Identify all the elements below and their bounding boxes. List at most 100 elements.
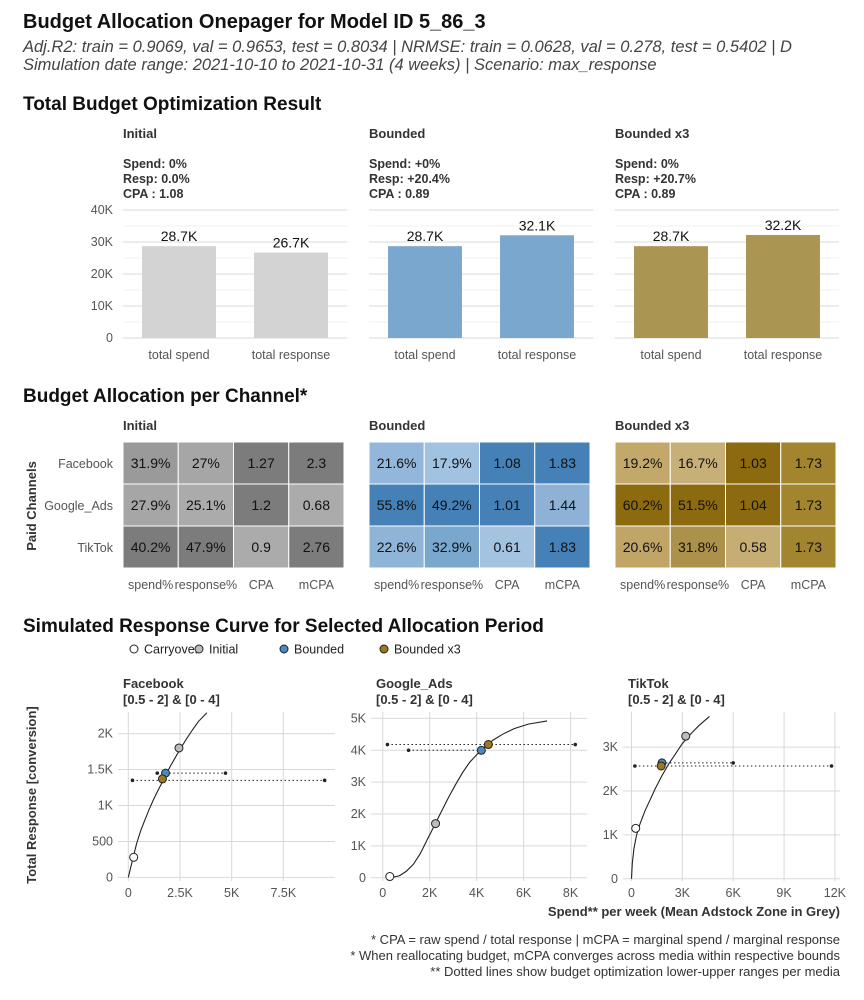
x-tick-label: 4K xyxy=(469,886,485,900)
y-tick-label: 5K xyxy=(351,711,367,725)
point-carryover-tiktok xyxy=(631,823,641,833)
curve-panel-bounds-facebook: [0.5 - 2] & [0 - 4] xyxy=(123,692,220,707)
point-initial-tiktok xyxy=(681,731,691,741)
y-tick-label: 2K xyxy=(603,784,619,798)
bar-bounded-total-response xyxy=(500,235,574,338)
legend-label-carryover: Carryover xyxy=(144,643,199,657)
heat-cell-bounded-x3 xyxy=(669,525,726,569)
heat-cell-bounded xyxy=(368,525,425,569)
y-tick-label: 3K xyxy=(603,740,619,754)
range-end-marker xyxy=(223,771,228,775)
bar-value-label: 28.7K xyxy=(653,228,690,244)
y-tick-label: 4K xyxy=(351,743,367,757)
y-tick-label: 1K xyxy=(98,798,114,812)
facet-title-initial: Initial xyxy=(123,126,157,141)
response-curve-section-title: Simulated Response Curve for Selected Al… xyxy=(23,616,544,637)
facet-stat-bounded-1: Resp: +20.4% xyxy=(369,172,450,186)
column-label-spend: spend% xyxy=(620,578,665,592)
x-tick-label: 6K xyxy=(516,886,532,900)
range-end-marker xyxy=(633,764,637,768)
heat-cell-bounded-x3 xyxy=(725,483,782,527)
heat-cell-value: 1.73 xyxy=(795,497,822,513)
heat-cell-value: 25.1% xyxy=(186,497,226,513)
curve-panel-bounds-google-ads: [0.5 - 2] & [0 - 4] xyxy=(376,692,473,707)
heat-cell-value: 1.2 xyxy=(251,497,271,513)
response-curve-legend: Carryover Initial Bounded Bounded x3 xyxy=(129,643,461,657)
x-tick-label: 2.5K xyxy=(167,886,193,900)
y-tick-label: 1.5K xyxy=(87,763,113,777)
heatmap-facet-title-bounded: Bounded xyxy=(369,418,425,433)
range-end-marker xyxy=(130,778,135,783)
heat-cell-bounded xyxy=(368,441,425,485)
point-initial-google-ads xyxy=(431,819,441,829)
x-tick-label: total spend xyxy=(394,348,455,362)
y-tick-label: 0 xyxy=(106,331,113,345)
range-end-marker xyxy=(829,764,834,768)
heat-cell-value: 0.9 xyxy=(251,539,271,555)
heat-cell-value: 21.6% xyxy=(377,455,417,471)
y-tick-label: 3K xyxy=(351,775,367,789)
y-tick-label: 500 xyxy=(92,834,113,848)
column-label-response: response% xyxy=(175,578,238,592)
column-label-cpa: CPA xyxy=(249,578,274,592)
heat-cell-value: 1.04 xyxy=(740,497,767,513)
heat-cell-value: 47.9% xyxy=(186,539,226,555)
heat-cell-value: 1.08 xyxy=(494,455,521,471)
heat-cell-value: 17.9% xyxy=(432,455,472,471)
x-tick-label: total spend xyxy=(640,348,701,362)
legend-marker-bounded xyxy=(279,644,289,654)
x-tick-label: 8K xyxy=(563,886,579,900)
heat-cell-value: 0.61 xyxy=(494,539,521,555)
heat-cell-initial xyxy=(233,525,290,569)
heat-cell-initial xyxy=(122,483,179,527)
heat-cell-bounded-x3 xyxy=(780,441,837,485)
channel-allocation-heatmaps: Paid Channels Facebook Google_Ads TikTok Ini… xyxy=(24,418,837,592)
bar-initial-total-response xyxy=(254,252,328,338)
bar-value-label: 26.7K xyxy=(273,235,310,251)
range-end-marker xyxy=(731,761,735,765)
x-axis-title-spend: Spend** per week (Mean Adstock Zone in G… xyxy=(548,904,840,919)
x-tick-label: 9K xyxy=(776,886,792,900)
heat-cell-bounded-x3 xyxy=(669,483,726,527)
x-tick-label: 2K xyxy=(422,886,438,900)
heat-cell-bounded xyxy=(534,525,591,569)
column-label-cpa: CPA xyxy=(741,578,766,592)
heat-cell-value: 27% xyxy=(192,455,220,471)
facet-stat-initial-0: Spend: 0% xyxy=(123,157,187,171)
heat-cell-value: 1.01 xyxy=(494,497,521,513)
heat-cell-bounded-x3 xyxy=(780,525,837,569)
point-bounded-x3-google-ads xyxy=(483,740,493,750)
footnote-mcpa: * When reallocating budget, mCPA converg… xyxy=(350,948,840,963)
facet-title-bounded: Bounded xyxy=(369,126,425,141)
bar-bounded-x3-total-spend xyxy=(634,246,708,338)
column-label-spend: spend% xyxy=(128,578,173,592)
x-tick-label: 0 xyxy=(628,886,635,900)
facet-stat-initial-2: CPA : 1.08 xyxy=(123,187,183,201)
response-curve-facebook xyxy=(127,712,208,878)
x-tick-label: 0 xyxy=(379,886,386,900)
x-tick-label: 7.5K xyxy=(270,886,296,900)
x-tick-label: 6K xyxy=(726,886,742,900)
bar-value-label: 28.7K xyxy=(407,228,444,244)
column-label-cpa: CPA xyxy=(495,578,520,592)
simulation-range-subtitle: Simulation date range: 2021-10-10 to 202… xyxy=(23,56,657,74)
y-tick-label: 10K xyxy=(91,299,114,313)
heat-cell-value: 1.03 xyxy=(740,455,767,471)
y-tick-label: 40K xyxy=(91,203,114,217)
y-tick-label: 2K xyxy=(98,727,114,741)
heat-cell-value: 49.2% xyxy=(432,497,472,513)
y-tick-label: 0 xyxy=(359,871,366,885)
legend-label-bounded-x3: Bounded x3 xyxy=(394,643,461,657)
total-budget-section-title: Total Budget Optimization Result xyxy=(23,94,322,115)
heat-cell-initial xyxy=(288,441,345,485)
column-label-response: response% xyxy=(421,578,484,592)
heat-cell-value: 19.2% xyxy=(623,455,663,471)
heat-cell-initial xyxy=(177,525,234,569)
heat-cell-bounded-x3 xyxy=(725,441,782,485)
point-bounded-x3-facebook xyxy=(157,774,167,784)
heat-cell-bounded xyxy=(423,483,480,527)
facet-stat-bounded-0: Spend: +0% xyxy=(369,157,440,171)
heat-cell-value: 20.6% xyxy=(623,539,663,555)
heat-cell-bounded xyxy=(534,483,591,527)
